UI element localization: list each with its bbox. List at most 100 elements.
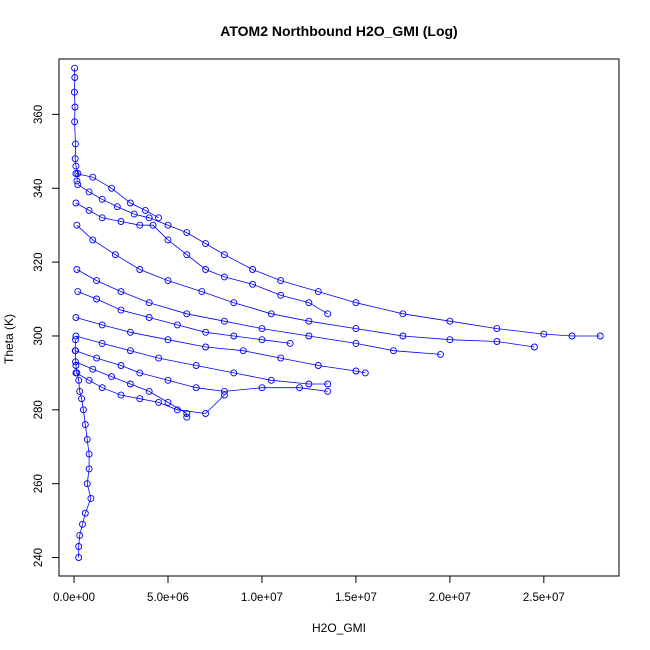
data-point xyxy=(164,236,172,244)
data-point xyxy=(71,118,79,126)
data-point xyxy=(164,221,172,229)
data-point xyxy=(192,362,200,369)
data-point xyxy=(399,332,407,340)
data-point xyxy=(73,266,81,273)
series-line xyxy=(76,269,441,355)
data-point xyxy=(98,339,106,347)
data-point xyxy=(98,384,106,392)
data-point xyxy=(81,509,89,517)
data-point xyxy=(192,384,200,392)
y-tick-label: 340 xyxy=(33,179,45,198)
data-point xyxy=(390,347,397,355)
data-point xyxy=(145,387,153,395)
data-point xyxy=(267,310,275,318)
data-point xyxy=(141,206,149,214)
data-point xyxy=(70,88,78,96)
data-point xyxy=(324,380,332,388)
data-point xyxy=(117,306,125,314)
data-point xyxy=(230,369,238,377)
data-point xyxy=(530,343,538,351)
data-point xyxy=(286,339,294,347)
data-point xyxy=(136,395,144,403)
data-point xyxy=(145,214,153,222)
data-point xyxy=(98,195,106,203)
y-tick-label: 240 xyxy=(33,548,45,567)
data-point xyxy=(155,398,163,406)
data-point xyxy=(71,64,79,72)
data-point xyxy=(183,229,191,237)
y-tick-label: 260 xyxy=(33,474,45,493)
data-point xyxy=(324,387,332,395)
data-point xyxy=(72,199,80,207)
data-series xyxy=(72,170,163,222)
data-point xyxy=(220,317,228,325)
data-point xyxy=(93,354,101,362)
data-point xyxy=(173,406,181,414)
data-point xyxy=(89,173,97,181)
data-point xyxy=(352,339,360,347)
data-point xyxy=(78,395,86,403)
data-point xyxy=(75,376,83,384)
data-point xyxy=(305,317,313,325)
data-point xyxy=(493,325,501,333)
data-point xyxy=(249,280,257,288)
data-point xyxy=(155,214,163,222)
data-point xyxy=(72,332,80,340)
data-point xyxy=(85,188,93,196)
y-tick-label: 360 xyxy=(33,105,45,124)
data-series xyxy=(72,332,332,388)
data-point xyxy=(164,398,172,406)
data-series xyxy=(72,369,228,417)
data-point xyxy=(75,554,83,561)
y-axis: 240 260 280 300 320 340 360 xyxy=(33,105,60,567)
data-point xyxy=(85,450,93,458)
series-line xyxy=(75,202,328,315)
data-point xyxy=(239,347,247,355)
data-point xyxy=(117,362,125,369)
data-point xyxy=(74,170,82,177)
data-point xyxy=(277,277,285,285)
data-point xyxy=(249,266,257,273)
data-point xyxy=(230,299,238,307)
x-tick-label: 2.0e+07 xyxy=(429,592,471,604)
series-line xyxy=(77,291,291,344)
data-point xyxy=(437,350,444,358)
data-point xyxy=(76,531,84,539)
series-line xyxy=(75,361,188,418)
data-series xyxy=(71,336,95,561)
data-point xyxy=(126,380,134,388)
data-point xyxy=(130,210,138,218)
data-point xyxy=(183,251,191,259)
data-point xyxy=(198,288,206,296)
data-point xyxy=(126,347,134,355)
data-point xyxy=(183,413,191,421)
data-point xyxy=(117,391,125,399)
y-tick-label: 300 xyxy=(33,326,45,345)
y-tick-label: 280 xyxy=(33,400,45,419)
data-point xyxy=(145,314,153,321)
y-tick-label: 320 xyxy=(33,253,45,272)
data-point xyxy=(126,199,134,207)
x-axis-label: H2O_GMI xyxy=(312,621,366,635)
data-point xyxy=(202,343,210,351)
series-line xyxy=(77,184,601,337)
x-tick-label: 1.5e+07 xyxy=(335,592,377,604)
data-point xyxy=(183,310,191,318)
data-point xyxy=(79,520,86,528)
data-point xyxy=(71,74,79,81)
data-series xyxy=(70,64,82,185)
data-point xyxy=(126,328,134,336)
data-point xyxy=(568,332,576,340)
data-point xyxy=(74,181,82,189)
data-point xyxy=(87,494,95,502)
data-point xyxy=(267,376,275,384)
data-series xyxy=(72,199,332,318)
data-point xyxy=(85,376,93,384)
data-point xyxy=(136,221,144,229)
data-point xyxy=(296,384,303,392)
data-point xyxy=(220,273,228,281)
x-tick-label: 2.5e+07 xyxy=(523,592,565,604)
series-line xyxy=(75,350,328,392)
data-point xyxy=(89,365,97,373)
